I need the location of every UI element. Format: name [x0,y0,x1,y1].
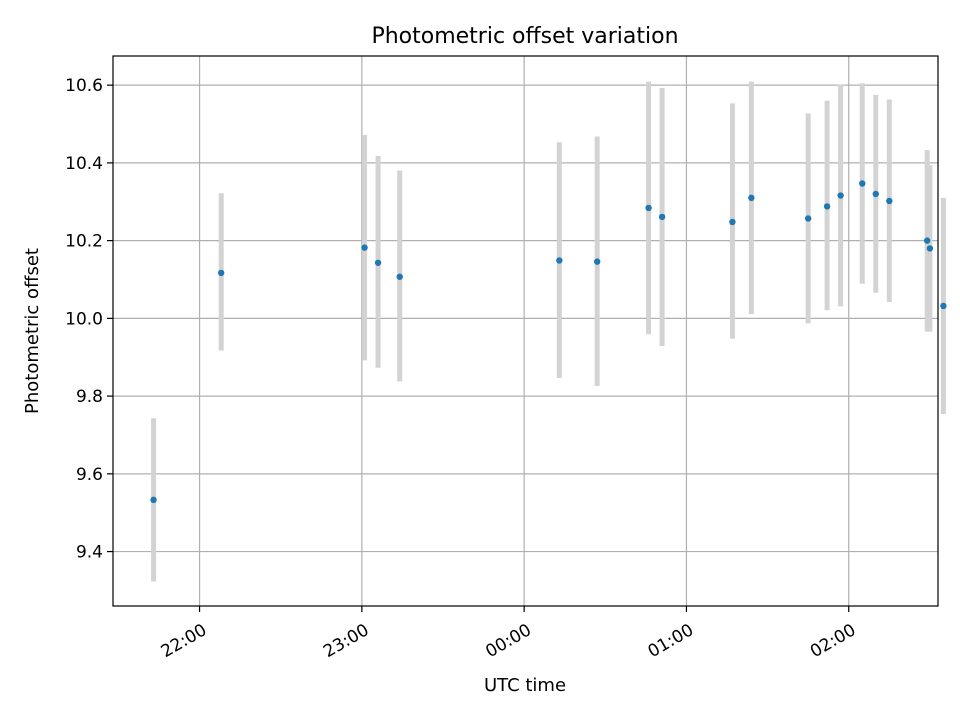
data-point [658,213,666,221]
x-axis-label: UTC time [484,675,566,696]
data-point [923,237,931,244]
y-tick-label: 10.2 [65,232,103,252]
data-points [150,180,947,504]
y-axis-label: Photometric offset [22,248,43,414]
data-point [940,302,947,310]
data-point [859,180,866,187]
data-point [217,269,225,277]
y-tick-label: 10.6 [65,76,103,96]
grid [113,56,938,606]
y-tick-label: 9.4 [76,543,103,563]
data-point [374,259,382,266]
data-point [593,258,601,265]
plot-frame [112,55,939,607]
data-point [729,218,736,226]
data-point [872,190,879,198]
data-point [645,204,652,212]
data-point [150,496,157,504]
data-point [886,197,893,205]
data-point [804,215,812,222]
data-point [837,192,844,199]
data-point [823,203,831,210]
y-tick-label: 9.6 [76,465,103,485]
y-tick-label: 10.4 [65,154,103,174]
data-point [556,257,563,264]
y-tick-label: 9.8 [76,387,103,407]
data-point [748,194,755,202]
y-tick-label: 10.0 [65,309,103,329]
chart-title: Photometric offset variation [371,24,678,49]
data-point [926,245,934,252]
data-point [361,244,368,251]
data-point [396,273,403,280]
